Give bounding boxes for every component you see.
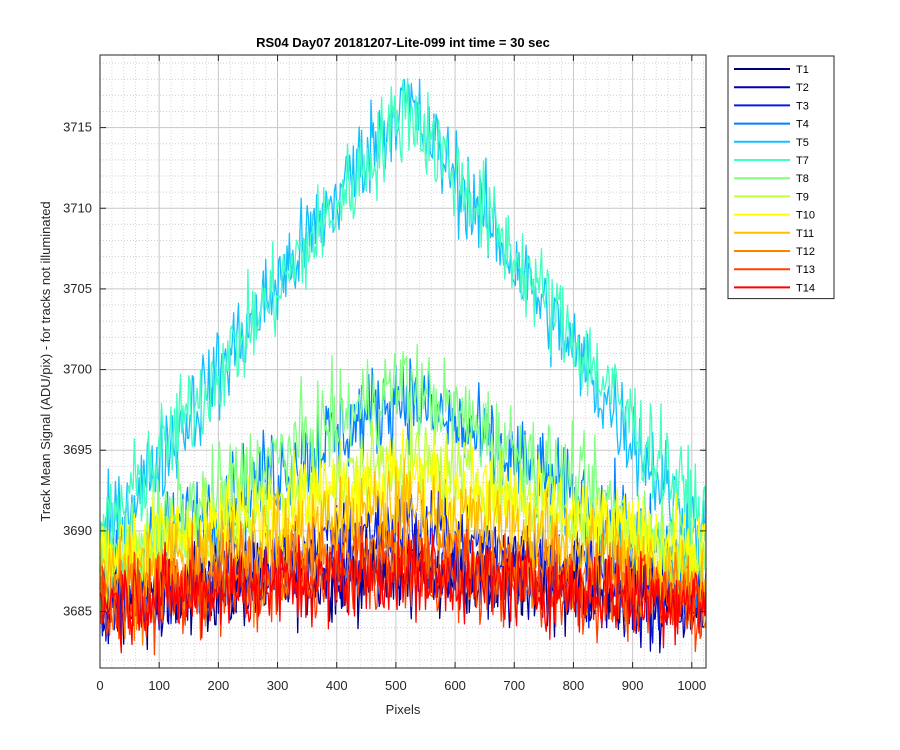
y-tick-label: 3715 [63, 120, 92, 135]
y-tick-label: 3685 [63, 604, 92, 619]
x-tick-label: 800 [563, 678, 585, 693]
legend: T1 T2 T3 T4 T5 T7 T8 T9 T10 T11 T12 T13 T14 [727, 55, 835, 300]
axes-frame [99, 54, 707, 669]
series-line-t3 [99, 478, 707, 644]
x-tick-label: 0 [96, 678, 103, 693]
x-tick-label: 100 [148, 678, 170, 693]
x-axis-label: Pixels [386, 702, 421, 717]
x-tick-label: 900 [622, 678, 644, 693]
legend-label-t12: T12 [796, 246, 815, 258]
chart-title: RS04 Day07 20181207-Lite-099 int time = … [256, 35, 550, 50]
x-tick-label: 300 [267, 678, 289, 693]
x-tick-label: 200 [208, 678, 230, 693]
series-lines [99, 77, 707, 656]
legend-label-t13: T13 [796, 264, 815, 276]
legend-label-t9: T9 [796, 191, 809, 203]
legend-label-t1: T1 [796, 64, 809, 76]
legend-label-t4: T4 [796, 119, 809, 131]
series-line-t13 [99, 515, 707, 656]
x-tick-label: 1000 [677, 678, 706, 693]
legend-label-t11: T11 [796, 228, 814, 240]
legend-label-t10: T10 [796, 210, 815, 222]
series-line-t14 [99, 522, 707, 654]
series-line-t10 [99, 428, 707, 613]
series-line-t8 [99, 343, 707, 618]
y-tick-label: 3710 [63, 200, 92, 215]
y-tick-label: 3695 [63, 442, 92, 457]
x-tick-label: 600 [444, 678, 466, 693]
y-tick-label: 3705 [63, 281, 92, 296]
series-line-t11 [99, 458, 707, 622]
x-tick-label: 700 [503, 678, 525, 693]
ticks [99, 55, 706, 668]
y-axis-label: Track Mean Signal (ADU/pix) - for tracks… [38, 201, 53, 521]
y-tick-label: 3700 [63, 362, 92, 377]
y-tick-label: 3690 [63, 523, 92, 538]
legend-label-t7: T7 [796, 155, 809, 167]
legend-label-t8: T8 [796, 173, 809, 185]
legend-label-t2: T2 [796, 82, 809, 94]
tick-labels: 0 100 200 300 400 500 600 700 800 900 1000 3685 3690… [63, 120, 706, 693]
x-tick-label: 500 [385, 678, 407, 693]
series-line-t7 [99, 77, 707, 572]
legend-label-t3: T3 [796, 100, 809, 112]
x-tick-label: 400 [326, 678, 348, 693]
legend-label-t14: T14 [796, 282, 815, 294]
legend-label-t5: T5 [796, 137, 809, 149]
